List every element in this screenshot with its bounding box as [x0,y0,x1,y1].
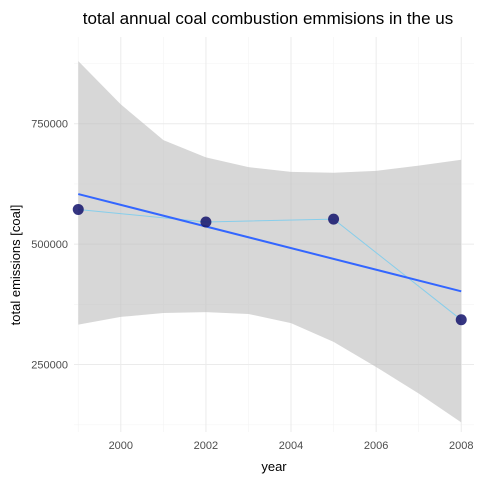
data-point [72,203,84,215]
data-point [328,213,340,225]
y-tick-label: 750000 [31,119,68,131]
x-tick-label: 2000 [109,440,133,452]
data-points [72,203,467,326]
x-tick-label: 2002 [194,440,218,452]
data-point [455,314,467,326]
y-axis-title: total emissions [coal] [8,205,23,326]
y-tick-label: 500000 [31,239,68,251]
data-point [200,216,212,228]
y-axis-ticks: 250000 500000 750000 [31,119,68,372]
x-tick-label: 2004 [279,440,303,452]
y-tick-label: 250000 [31,360,68,372]
chart-title: total annual coal combustion emmisions i… [83,9,453,28]
x-tick-label: 2008 [449,440,473,452]
data-line [78,209,462,321]
x-axis-ticks: 2000 2002 2004 2006 2008 [109,440,474,452]
x-axis-title: year [261,459,287,474]
x-tick-label: 2006 [364,440,388,452]
trend-line [78,193,462,293]
